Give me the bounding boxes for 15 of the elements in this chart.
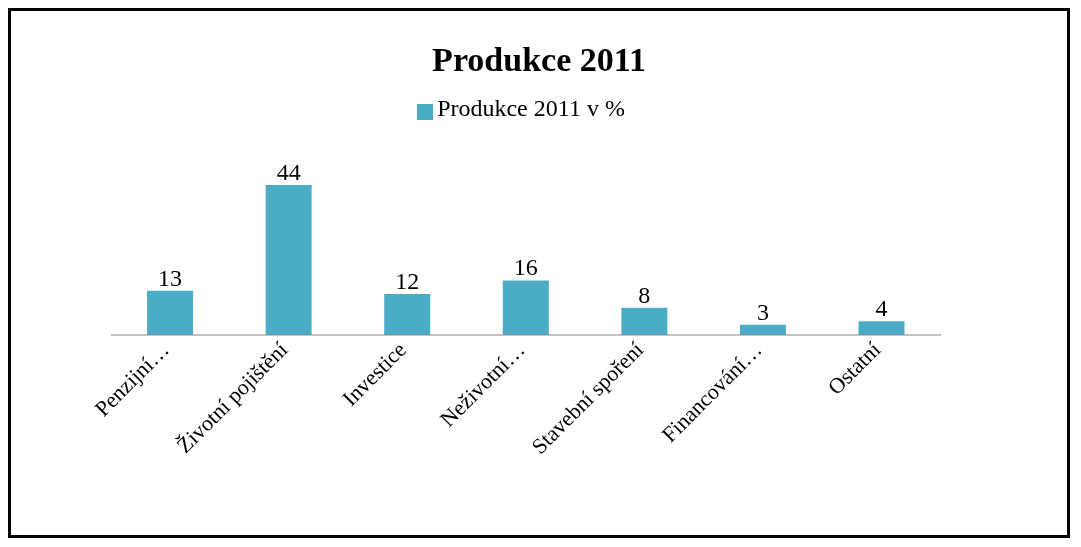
bar <box>502 280 549 335</box>
bar <box>621 307 668 335</box>
data-label: 12 <box>395 268 420 295</box>
chart-title: Produkce 2011 <box>431 41 647 80</box>
data-label: 3 <box>756 298 769 325</box>
data-label: 4 <box>875 295 888 322</box>
data-label: 44 <box>276 159 301 185</box>
bar <box>858 321 905 335</box>
bar <box>265 185 312 335</box>
bar <box>147 290 194 335</box>
legend-label: Produkce 2011 v % <box>437 95 625 121</box>
bar <box>384 294 431 335</box>
data-label: 16 <box>513 254 538 281</box>
data-label: 13 <box>158 264 183 291</box>
data-label: 8 <box>638 281 651 308</box>
